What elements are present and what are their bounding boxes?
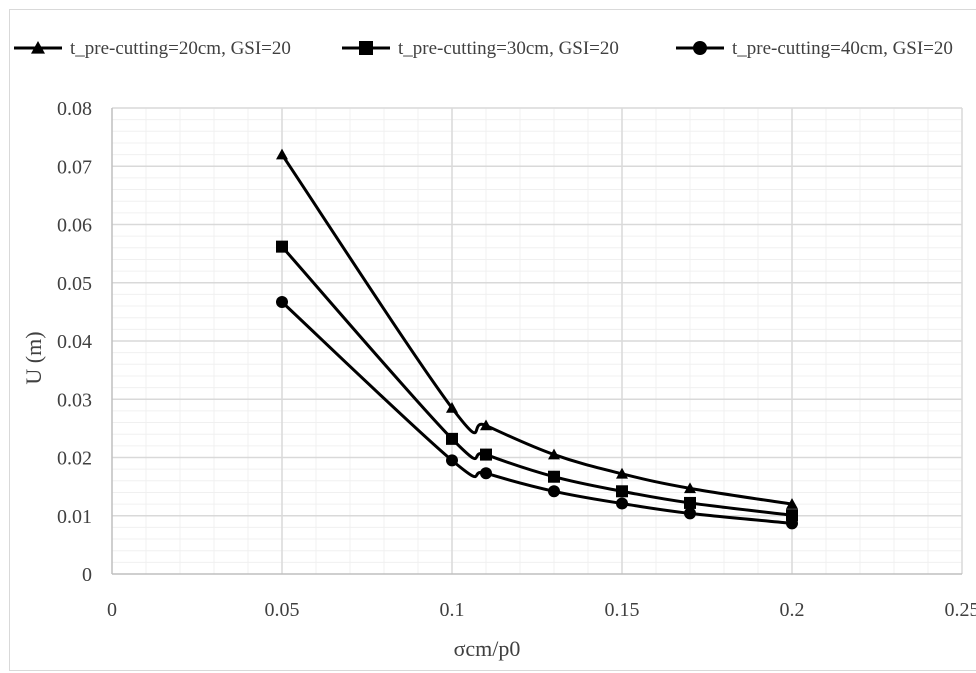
data-point-circle xyxy=(446,454,458,467)
data-point-triangle xyxy=(276,148,288,160)
y-tick-label: 0.03 xyxy=(57,389,92,411)
data-point-circle xyxy=(548,485,560,498)
data-point-triangle xyxy=(480,419,492,431)
x-tick-label: 0.05 xyxy=(265,599,300,621)
legend-item-2: t_pre-cutting=30cm, GSI=20 xyxy=(342,38,619,59)
y-axis-label: U (m) xyxy=(21,331,46,384)
x-tick-label: 0.25 xyxy=(945,599,976,621)
data-point-circle xyxy=(480,467,492,480)
legend-marker-square xyxy=(359,41,373,55)
legend-label: t_pre-cutting=20cm, GSI=20 xyxy=(70,38,291,59)
y-tick-label: 0.08 xyxy=(57,98,92,120)
data-point-triangle xyxy=(616,467,628,479)
data-point-triangle xyxy=(684,482,696,494)
legend-item-3: t_pre-cutting=40cm, GSI=20 xyxy=(676,38,953,59)
axes xyxy=(111,108,962,575)
data-point-square xyxy=(446,432,458,445)
legend-label: t_pre-cutting=30cm, GSI=20 xyxy=(398,38,619,59)
legend-item-1: t_pre-cutting=20cm, GSI=20 xyxy=(14,38,291,59)
y-tick-label: 0.01 xyxy=(57,506,92,528)
data-point-square xyxy=(684,496,696,509)
legend-marker-circle xyxy=(693,41,707,55)
x-tick-label: 0.2 xyxy=(780,599,805,621)
data-point-square xyxy=(548,470,560,483)
legend: t_pre-cutting=20cm, GSI=20 t_pre-cutting=… xyxy=(14,38,953,59)
y-tick-label: 0.06 xyxy=(57,215,92,237)
y-tick-label: 0.02 xyxy=(57,448,92,470)
data-point-circle xyxy=(616,497,628,510)
data-point-square xyxy=(616,485,628,498)
y-tick-label: 0.07 xyxy=(57,156,92,178)
data-point-square xyxy=(480,448,492,461)
major-gridlines xyxy=(112,107,963,574)
data-point-triangle xyxy=(786,498,798,509)
series-layer xyxy=(276,148,798,530)
tick-labels: 0 0.05 0.1 0.15 0.2 0.25 0 0.01 0.02 0.03 0.04 0.05… xyxy=(57,98,976,621)
y-tick-label: 0 xyxy=(82,564,92,586)
y-tick-label: 0.04 xyxy=(57,331,92,353)
x-tick-label: 0.1 xyxy=(440,599,465,621)
y-tick-label: 0.05 xyxy=(57,273,92,295)
legend-label: t_pre-cutting=40cm, GSI=20 xyxy=(732,38,953,59)
legend-marker-triangle xyxy=(31,41,45,54)
series-1 xyxy=(276,148,798,509)
x-axis-label: σcm/p0 xyxy=(454,636,521,661)
series-2 xyxy=(276,240,798,522)
data-point-triangle xyxy=(446,401,458,413)
x-tick-label: 0.15 xyxy=(605,599,640,621)
series-line xyxy=(280,245,793,517)
data-point-circle xyxy=(276,295,288,308)
data-point-circle xyxy=(786,517,798,530)
data-point-square xyxy=(786,509,798,522)
data-point-square xyxy=(276,240,288,253)
data-point-circle xyxy=(684,507,696,520)
x-tick-label: 0 xyxy=(107,599,117,621)
series-3 xyxy=(276,295,798,530)
data-point-triangle xyxy=(548,448,560,460)
